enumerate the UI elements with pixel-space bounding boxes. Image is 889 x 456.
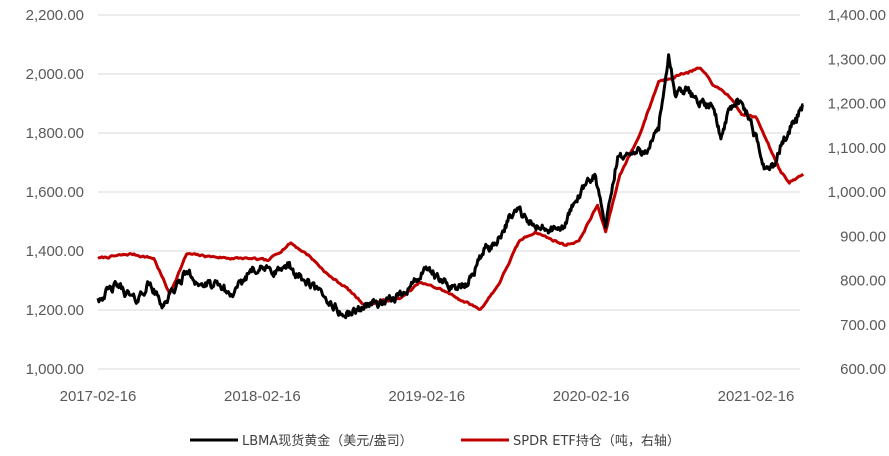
x-tick-label: 2020-02-16 (553, 388, 630, 405)
right-tick-label: 900.00 (840, 228, 886, 245)
left-tick-label: 1,400.00 (26, 243, 84, 260)
left-tick-label: 2,200.00 (26, 7, 84, 24)
right-tick-label: 800.00 (840, 273, 886, 290)
series-line-spdr-holdings (97, 66, 805, 311)
x-tick-label: 2019-02-16 (388, 388, 465, 405)
right-tick-label: 1,000.00 (828, 184, 886, 201)
left-tick-label: 1,200.00 (26, 302, 84, 319)
right-tick-label: 1,100.00 (828, 140, 886, 157)
gridlines (98, 14, 800, 370)
series-layer (96, 53, 805, 320)
x-axis-ticks: 2017-02-16 2018-02-16 2019-02-16 2020-02-16… (60, 388, 795, 405)
series-line-lbma-gold (96, 53, 804, 320)
x-tick-label: 2018-02-16 (224, 388, 301, 405)
right-tick-label: 1,200.00 (828, 96, 886, 113)
legend-label-gold: LBMA现货黄金（美元/盎司） (242, 433, 413, 449)
right-tick-label: 1,300.00 (828, 51, 886, 68)
left-tick-label: 1,600.00 (26, 184, 84, 201)
right-tick-label: 600.00 (840, 361, 886, 378)
right-axis-ticks: 600.00 700.00 800.00 900.00 1,000.00 1,100.00… (828, 7, 886, 378)
left-tick-label: 1,800.00 (26, 125, 84, 142)
right-tick-label: 700.00 (840, 317, 886, 334)
right-tick-label: 1,400.00 (828, 7, 886, 24)
x-tick-label: 2021-02-16 (718, 388, 795, 405)
left-axis-ticks: 1,000.00 1,200.00 1,400.00 1,600.00 1,800.00… (26, 7, 84, 378)
x-tick-label: 2017-02-16 (60, 388, 137, 405)
left-tick-label: 2,000.00 (26, 66, 84, 83)
legend: LBMA现货黄金（美元/盎司） SPDR ETF持仓（吨，右轴） (190, 433, 680, 449)
left-tick-label: 1,000.00 (26, 361, 84, 378)
legend-label-spdr: SPDR ETF持仓（吨，右轴） (513, 434, 680, 449)
